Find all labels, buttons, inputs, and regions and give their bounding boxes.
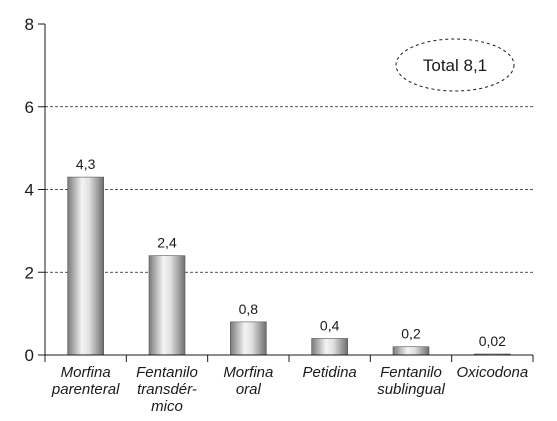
bar — [311, 338, 348, 356]
total-label: Total 8,1 — [423, 56, 487, 75]
total-annotation: Total 8,1 — [395, 38, 515, 92]
bars-layer — [67, 176, 511, 356]
bar-value-label: 0,02 — [479, 333, 506, 349]
category-label: Fentanilo sublingual — [377, 364, 445, 398]
y-tick-label: 2 — [25, 263, 34, 282]
bar-value-label: 0,8 — [239, 301, 259, 317]
category-label: Fentanilo transdér-mico — [136, 364, 198, 415]
bar-value-label: 0,2 — [401, 326, 421, 342]
category-label: Petidina — [303, 364, 357, 381]
bar — [67, 176, 104, 356]
bar-value-label: 2,4 — [157, 235, 177, 251]
category-label: Morfina parenteral — [51, 364, 120, 398]
total-ellipse — [395, 38, 515, 92]
y-tick-label: 6 — [25, 98, 34, 117]
bar — [392, 346, 430, 356]
labels-layer: 4,3 2,4 0,8 0,4 0,2 0,02 0 2 4 6 8 Morfina parentera… — [25, 15, 529, 415]
grid-layer — [45, 106, 533, 273]
axis-layer — [38, 23, 534, 362]
category-label: Morfina oral — [223, 364, 273, 398]
category-label: Oxicodona — [456, 364, 528, 381]
bar — [148, 255, 186, 356]
bar — [230, 321, 267, 356]
y-tick-label: 8 — [25, 15, 34, 34]
bar-value-label: 4,3 — [76, 156, 96, 172]
y-tick-label: 0 — [25, 346, 34, 365]
y-tick-label: 4 — [25, 181, 34, 200]
bar-value-label: 0,4 — [320, 317, 340, 333]
